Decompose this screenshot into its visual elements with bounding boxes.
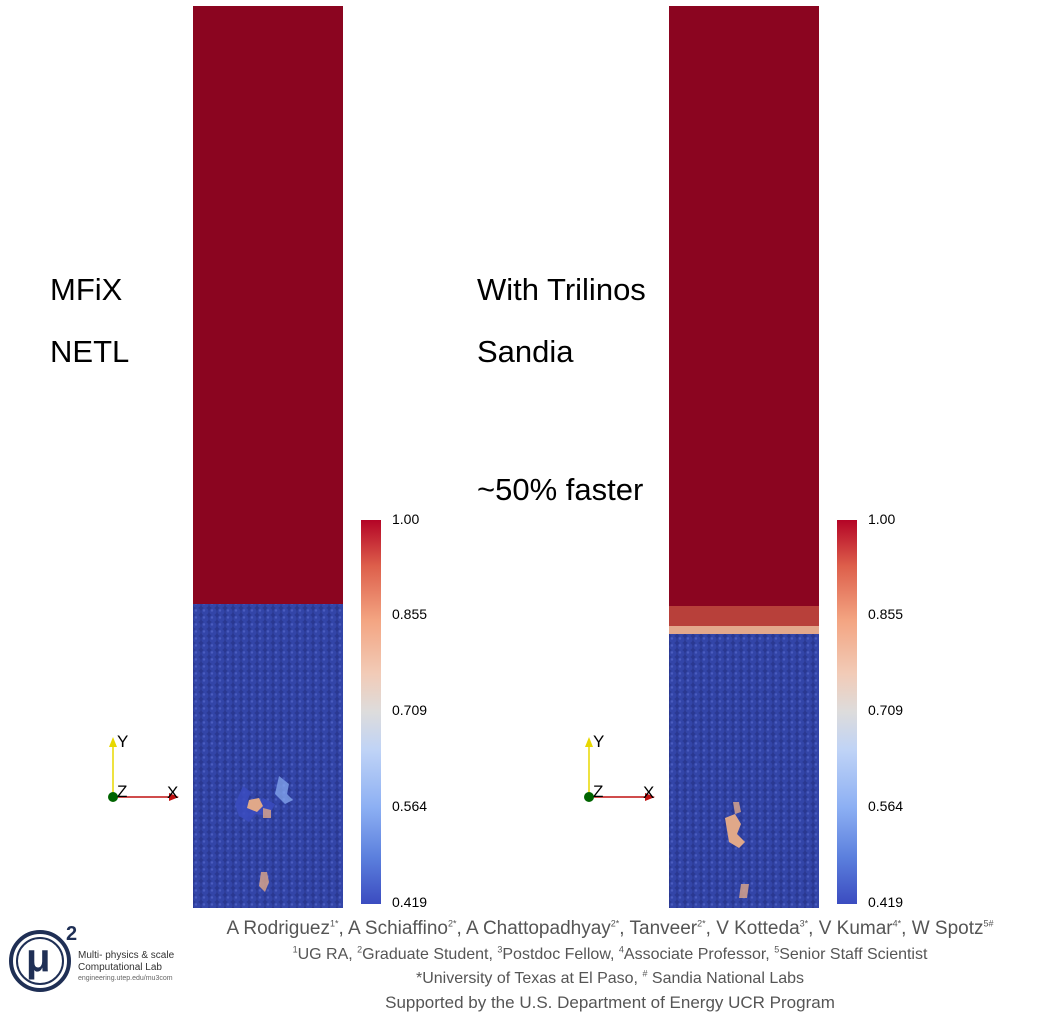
- left-axis-y-label: Y: [117, 732, 129, 751]
- author: V Kumar4*: [818, 918, 902, 939]
- right-colorbar: [837, 520, 857, 904]
- left-colorbar-tick: 1.00: [392, 511, 420, 527]
- lab-logo: μ 2 Multi- physics & scale Computational…: [6, 923, 196, 996]
- right-column-simulation: [667, 6, 821, 908]
- authors-line: A Rodriguez1*, A Schiaffino2*, A Chattop…: [226, 918, 994, 939]
- left-axes-triad: [108, 737, 179, 802]
- author: W Spotz5#: [911, 918, 994, 939]
- right-colorbar-tick: 0.855: [868, 606, 904, 622]
- author: V Kotteda3*: [716, 918, 809, 939]
- left-column-render: [191, 6, 345, 908]
- logo-url: engineering.utep.edu/mu3com: [78, 975, 173, 982]
- institutions-line: *University of Texas at El Paso, # Sandi…: [415, 968, 805, 987]
- role: 5Senior Staff Scientist: [774, 944, 928, 963]
- left-label-line1: MFiX: [50, 272, 123, 307]
- roles-line: 1UG RA, 2Graduate Student, 3Postdoc Fell…: [292, 944, 928, 963]
- logo-line1: Multi- physics & scale: [78, 950, 175, 961]
- author: A Schiaffino2*: [348, 918, 457, 939]
- author: Tanveer2*: [629, 918, 706, 939]
- left-column-simulation: [191, 6, 345, 908]
- left-colorbar-tick: 0.564: [392, 798, 428, 814]
- right-colorbar-tick: 0.419: [868, 894, 904, 910]
- role: 4Associate Professor: [618, 944, 766, 963]
- author: A Chattopadhyay2*: [466, 918, 620, 939]
- role: 1UG RA: [292, 944, 349, 963]
- left-axis-x-label: X: [167, 783, 179, 802]
- left-colorbar-tick: 0.709: [392, 702, 428, 718]
- right-label-note: ~50% faster: [477, 472, 644, 507]
- left-label-line2: NETL: [50, 334, 130, 369]
- mu-symbol: μ: [26, 936, 51, 980]
- right-label-line2: Sandia: [477, 334, 574, 369]
- right-column-render: [667, 6, 821, 908]
- right-axis-z-label: Z: [593, 782, 604, 801]
- left-colorbar-tick: 0.419: [392, 894, 428, 910]
- funding-statement: Supported by the U.S. Department of Ener…: [385, 993, 835, 1012]
- right-axis-x-label: X: [643, 783, 655, 802]
- right-colorbar-tick: 1.00: [868, 511, 896, 527]
- left-colorbar-tick: 0.855: [392, 606, 428, 622]
- role: 3Postdoc Fellow: [497, 944, 610, 963]
- logo-line2: Computational Lab: [78, 962, 162, 973]
- left-axis-z-label: Z: [117, 782, 128, 801]
- right-axis-y-label: Y: [593, 732, 605, 751]
- right-label-line1: With Trilinos: [477, 272, 646, 307]
- mu-logo-icon: [9, 930, 71, 992]
- author: A Rodriguez1*: [226, 918, 339, 939]
- right-colorbar-tick: 0.709: [868, 702, 904, 718]
- mu-power: 2: [66, 923, 78, 945]
- left-colorbar: [361, 520, 381, 904]
- right-axes-triad: [584, 737, 655, 802]
- role: 2Graduate Student: [357, 944, 489, 963]
- right-colorbar-tick: 0.564: [868, 798, 904, 814]
